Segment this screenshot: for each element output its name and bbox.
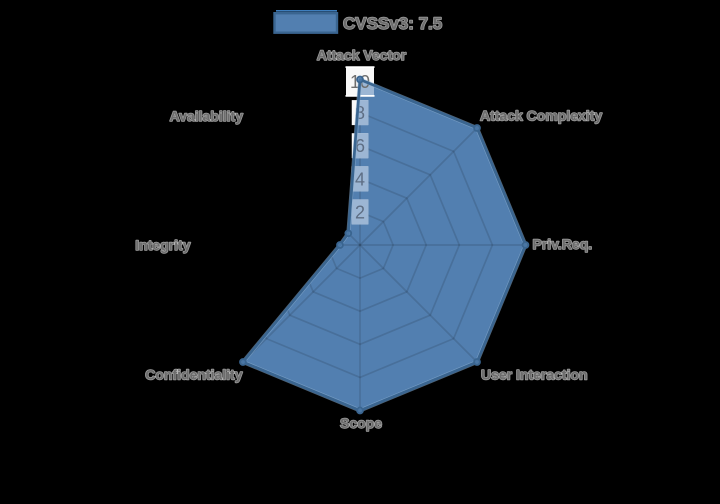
svg-text:Attack Vector: Attack Vector — [317, 47, 407, 63]
svg-text:6: 6 — [355, 136, 365, 156]
svg-text:Scope: Scope — [340, 415, 382, 431]
svg-text:8: 8 — [355, 103, 365, 123]
svg-text:Integrity: Integrity — [135, 237, 190, 253]
svg-text:User Interaction: User Interaction — [481, 367, 588, 383]
svg-text:4: 4 — [355, 169, 365, 189]
svg-text:2: 2 — [355, 202, 365, 222]
svg-text:Availability: Availability — [170, 108, 244, 124]
svg-text:Attack Complexity: Attack Complexity — [480, 108, 602, 124]
svg-text:Priv.Req.: Priv.Req. — [533, 236, 593, 252]
svg-text:Confidentiality: Confidentiality — [145, 367, 242, 383]
svg-text:CVSSv3: 7.5: CVSSv3: 7.5 — [343, 14, 442, 33]
